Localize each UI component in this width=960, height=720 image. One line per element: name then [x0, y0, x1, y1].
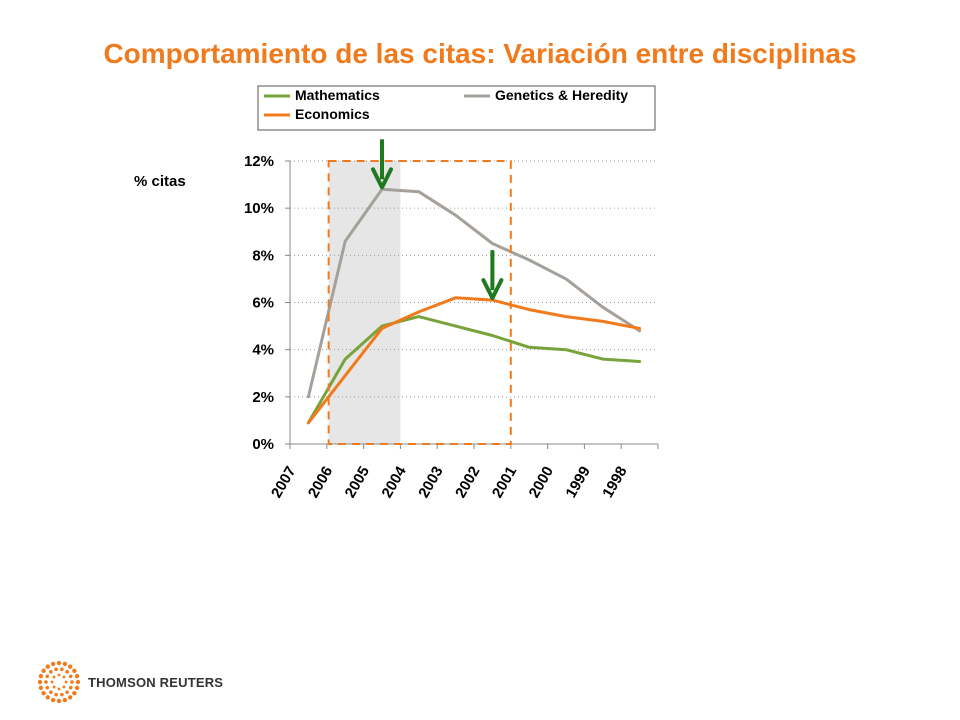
logo-dot [38, 673, 44, 679]
thomson-reuters-dot-ring-icon [38, 661, 80, 703]
logo-dot [62, 661, 68, 667]
logo-dot [60, 692, 64, 697]
series-line-mathematics [306, 315, 642, 425]
logo-dot [65, 690, 69, 694]
y-tick-label: 12% [244, 153, 274, 170]
y-tick-label: 10% [244, 200, 274, 217]
legend-entry: Mathematics [295, 87, 380, 103]
logo-dot [68, 674, 73, 679]
logo-dot [74, 673, 80, 679]
y-tick-label: 4% [252, 342, 274, 359]
logo-dot [50, 697, 56, 703]
legend-box [257, 85, 656, 131]
x-tick-label: 1998 [599, 464, 630, 501]
x-tick-label: 2005 [342, 464, 373, 501]
x-tick-label: 2004 [378, 463, 410, 501]
logo-dot [57, 687, 61, 691]
logo-dot [38, 685, 44, 691]
logo-dot [62, 675, 66, 679]
logo-dot [72, 668, 77, 674]
arrow-head [371, 167, 393, 190]
y-tick-label: 0% [252, 436, 274, 453]
logo-dot [45, 695, 51, 700]
arrow-head [481, 278, 504, 301]
logo-dot [41, 668, 46, 674]
down-arrow-icon [371, 139, 393, 190]
logo-dot [74, 685, 80, 691]
logo-dot [64, 680, 68, 684]
x-tick-label: 2000 [526, 464, 557, 501]
y-tick-label: 6% [252, 295, 274, 312]
logo-dot [65, 670, 69, 674]
y-tick-label: 2% [252, 389, 274, 406]
logo-dot [56, 661, 62, 666]
down-arrow-icon [481, 250, 504, 301]
logo-dot [56, 698, 62, 703]
logo-dot [45, 674, 50, 679]
period-box [327, 160, 512, 445]
logo-dot [49, 690, 53, 694]
logo-dot [41, 690, 46, 696]
logo-dot [45, 685, 50, 690]
legend-entry: Genetics & Heredity [495, 87, 628, 103]
logo-dot [68, 685, 73, 690]
logo-dot [54, 667, 58, 672]
logo-dot [52, 675, 56, 679]
x-tick-label: 2001 [489, 464, 520, 501]
legend-entry: Economics [295, 106, 370, 122]
logo-dot [70, 680, 74, 684]
logo-dot [62, 697, 68, 703]
logo-dot [50, 680, 54, 684]
series-line-genetics-heredity [306, 187, 642, 399]
x-tick-label: 2007 [268, 464, 299, 501]
logo-dot [62, 685, 66, 689]
x-tick-label: 2002 [452, 464, 483, 501]
highlight-band [328, 161, 401, 444]
logo-dot [45, 664, 51, 669]
series-line-economics [306, 296, 642, 425]
y-tick-label: 8% [252, 247, 274, 264]
brand-name: THOMSON REUTERS [88, 674, 224, 690]
logo-dot [50, 661, 56, 667]
logo-dot [54, 692, 58, 697]
logo-dot [67, 695, 73, 700]
logo-dot [75, 679, 80, 685]
logo-dot [38, 679, 43, 685]
y-axis-label: % citas [134, 173, 186, 190]
brand-logo: THOMSON REUTERS [38, 660, 223, 704]
x-tick-label: 2006 [305, 464, 336, 501]
logo-dot [57, 673, 61, 677]
logo-dot [49, 670, 53, 674]
slide-title: Comportamiento de las citas: Variación e… [103, 38, 857, 69]
logo-dot [72, 690, 77, 696]
logo-dot [52, 685, 56, 689]
x-tick-label: 2003 [415, 464, 446, 501]
logo-dot [67, 664, 73, 669]
x-tick-label: 1999 [562, 464, 593, 501]
logo-dot [44, 680, 48, 684]
logo-dot [60, 667, 64, 672]
